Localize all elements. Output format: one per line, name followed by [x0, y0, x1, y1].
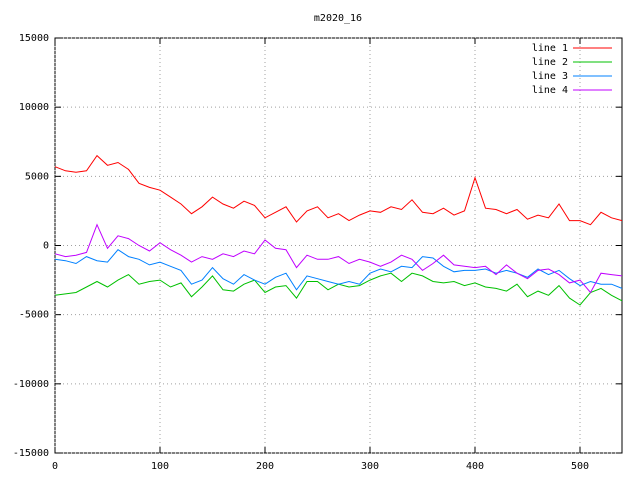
y-tick-label: -10000: [13, 379, 49, 390]
y-tick-label: 5000: [25, 171, 49, 182]
legend-label: line 2: [532, 57, 568, 68]
x-tick-label: 100: [151, 461, 169, 472]
x-tick-label: 500: [571, 461, 589, 472]
x-tick-label: 0: [52, 461, 58, 472]
series-line: [54, 272, 623, 306]
legend-label: line 1: [532, 43, 568, 54]
y-tick-label: -15000: [13, 448, 49, 459]
x-tick-label: 400: [466, 461, 484, 472]
legend-label: line 3: [532, 71, 568, 82]
y-tick-label: 10000: [19, 102, 49, 113]
chart-title: m2020_16: [314, 13, 362, 24]
y-tick-label: -5000: [19, 310, 49, 321]
legend-label: line 4: [532, 85, 568, 96]
x-tick-label: 200: [256, 461, 274, 472]
series-line: [54, 154, 623, 226]
y-tick-label: 0: [43, 241, 49, 252]
x-tick-label: 300: [361, 461, 379, 472]
series-line: [54, 223, 623, 294]
y-tick-label: 15000: [19, 33, 49, 44]
series-line: [54, 249, 623, 291]
